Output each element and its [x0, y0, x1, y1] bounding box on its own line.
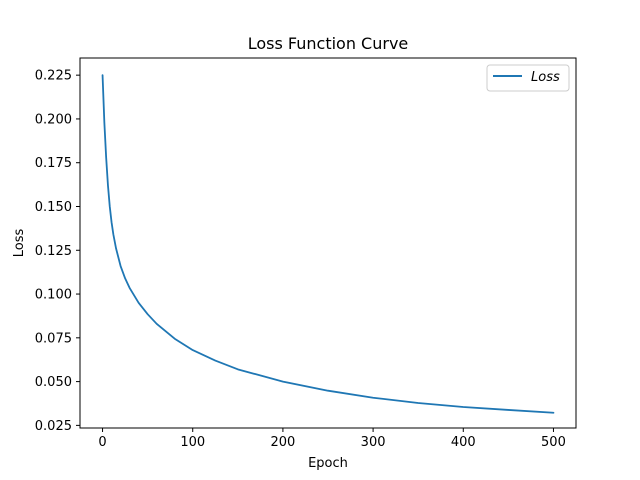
x-tick-label: 0 — [98, 435, 106, 450]
y-tick-label: 0.025 — [35, 419, 72, 434]
y-tick-label: 0.100 — [35, 288, 72, 303]
y-tick-label: 0.125 — [35, 244, 72, 259]
y-tick-label: 0.225 — [35, 69, 72, 84]
y-tick-label: 0.075 — [35, 331, 72, 346]
x-tick-label: 100 — [180, 435, 205, 450]
y-axis-label: Loss — [12, 229, 27, 258]
legend: Loss — [486, 64, 570, 92]
x-axis: 0 100 200 300 400 500 — [98, 428, 566, 450]
x-tick-label: 500 — [541, 435, 566, 450]
x-axis-label: Epoch — [308, 456, 348, 471]
plot-area — [79, 57, 577, 429]
legend-label-loss: Loss — [531, 70, 560, 85]
y-tick-label: 0.175 — [35, 156, 72, 171]
chart-title: Loss Function Curve — [248, 34, 409, 53]
series-line-loss — [101, 74, 555, 414]
y-tick-label: 0.200 — [35, 112, 72, 127]
y-tick-label: 0.150 — [35, 200, 72, 215]
x-tick-label: 300 — [361, 435, 386, 450]
legend-box — [486, 64, 570, 92]
x-tick-label: 200 — [270, 435, 295, 450]
x-tick-label: 400 — [451, 435, 476, 450]
series-layer — [101, 74, 555, 414]
y-tick-label: 0.050 — [35, 375, 72, 390]
y-axis: 0.025 0.050 0.075 0.100 0.125 0.150 0.175 0.200… — [35, 69, 80, 434]
